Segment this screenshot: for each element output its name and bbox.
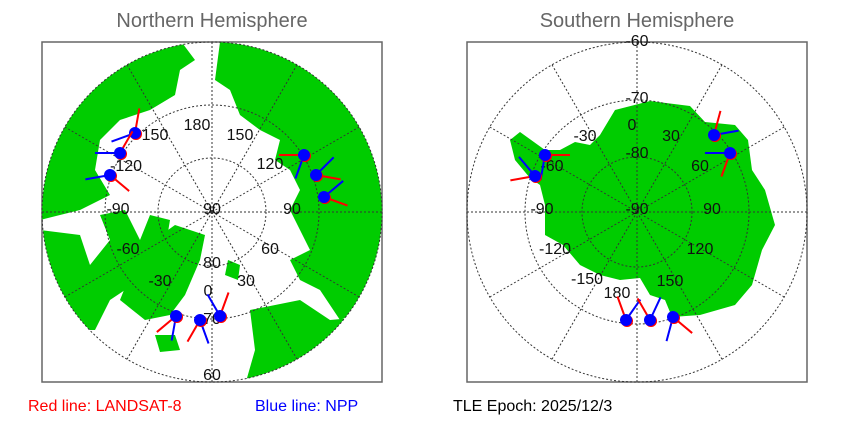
north-lat-label: 90 (203, 201, 221, 218)
north-lon-label: 120 (257, 156, 284, 173)
south-lon-label: 0 (628, 117, 637, 134)
south-land (510, 101, 775, 317)
south-grid (466, 41, 808, 383)
npp-position-marker (620, 314, 632, 326)
npp-position-marker (170, 310, 182, 322)
north-lon-label: 60 (261, 241, 279, 258)
south-lon-label: -150 (571, 271, 603, 288)
npp-position-marker (194, 314, 206, 326)
north-lon-label: -30 (148, 273, 171, 290)
north-lon-label: 150 (227, 127, 254, 144)
south-lat-label: -70 (625, 90, 648, 107)
south-lat-label: -90 (625, 201, 648, 218)
north-lat-label: 80 (203, 255, 221, 272)
south-lon-label: -60 (540, 158, 563, 175)
north-lon-label: 0 (204, 283, 213, 300)
south-lat-label: -60 (625, 33, 648, 50)
north-lon-label: -120 (110, 158, 142, 175)
north-lon-label: -60 (116, 241, 139, 258)
north-lon-label: 150 (142, 127, 169, 144)
south-lat-label: -80 (625, 145, 648, 162)
npp-position-marker (644, 314, 656, 326)
north-title: Northern Hemisphere (116, 10, 308, 32)
north-grid (41, 41, 383, 383)
south-lon-label: -30 (573, 128, 596, 145)
north-lon-label: 180 (184, 117, 211, 134)
npp-position-marker (214, 310, 226, 322)
tle-epoch: TLE Epoch: 2025/12/3 (453, 398, 613, 415)
south-lon-label: 120 (687, 241, 714, 258)
npp-position-marker (724, 147, 736, 159)
legend-npp: Blue line: NPP (255, 398, 359, 415)
south-title: Southern Hemisphere (539, 10, 735, 32)
north-lon-label: 90 (283, 201, 301, 218)
south-lon-label: 30 (662, 128, 680, 145)
npp-position-marker (114, 147, 126, 159)
npp-position-marker (529, 170, 541, 182)
south-lon-label: -90 (530, 201, 553, 218)
north-lon-label: -90 (106, 201, 129, 218)
npp-position-marker (298, 149, 310, 161)
npp-position-marker (318, 191, 330, 203)
npp-position-marker (310, 169, 322, 181)
npp-position-marker (539, 149, 551, 161)
south-lon-label: 60 (691, 158, 709, 175)
south-lon-label: 150 (657, 273, 684, 290)
npp-position-marker (129, 127, 141, 139)
north-lat-label: 60 (203, 367, 221, 384)
north-lon-label: 30 (237, 273, 255, 290)
south-lon-label: 180 (604, 285, 631, 302)
npp-position-marker (667, 311, 679, 323)
npp-position-marker (104, 169, 116, 181)
south-lon-label: 90 (703, 201, 721, 218)
npp-position-marker (708, 129, 720, 141)
legend-landsat: Red line: LANDSAT-8 (28, 398, 182, 415)
south-lon-label: -120 (539, 241, 571, 258)
